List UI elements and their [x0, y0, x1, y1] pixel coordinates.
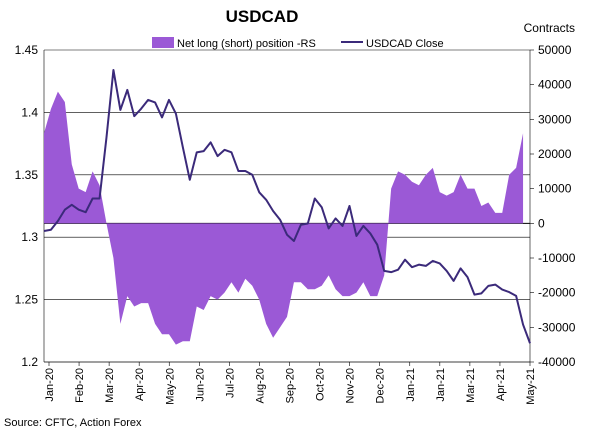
x-axis-ticks: Jan-20 Feb-20 Mar-20 Apr-20 May-20 Jun-20 Jul-… — [44, 362, 537, 405]
x-tick-label: Aug-20 — [254, 368, 266, 403]
x-tick-label: Jan-21 — [405, 368, 417, 402]
x-tick-label: Dec-20 — [375, 368, 387, 403]
left-tick-label: 1.25 — [15, 293, 39, 307]
right-tick-label: 10000 — [538, 182, 572, 196]
x-tick-label: Oct-20 — [315, 368, 327, 401]
left-tick-label: 1.4 — [21, 105, 38, 119]
right-tick-label: 30000 — [538, 112, 572, 126]
left-axis-ticks: 1.45 1.4 1.35 1.3 1.25 1.2 — [15, 43, 39, 369]
x-tick-label: Sep-20 — [285, 368, 297, 403]
x-tick-label: Apr-20 — [134, 368, 146, 401]
right-tick-label: 40000 — [538, 78, 572, 92]
area-layer — [44, 91, 524, 345]
usdcad-close-line — [43, 68, 531, 344]
right-tick-label: -20000 — [538, 286, 576, 300]
right-tick-label: -40000 — [538, 355, 576, 369]
x-tick-label: Jan-21 — [435, 368, 447, 402]
right-tick-label: 50000 — [538, 43, 572, 57]
right-tick-label: 20000 — [538, 147, 572, 161]
legend-area-swatch — [152, 37, 174, 48]
right-axis-label: Contracts — [524, 21, 575, 35]
x-tick-label: May-20 — [164, 368, 176, 405]
chart-title: USDCAD — [226, 7, 299, 26]
x-tick-label: Mar-20 — [104, 368, 116, 403]
x-tick-label: Jan-20 — [44, 368, 56, 402]
legend: Net long (short) position -RS USDCAD Clo… — [152, 37, 444, 50]
legend-line-label: USDCAD Close — [366, 38, 444, 50]
left-tick-label: 1.35 — [15, 168, 39, 182]
right-tick-label: 0 — [538, 216, 545, 230]
x-tick-label: Nov-20 — [345, 368, 357, 403]
x-tick-label: Apr-21 — [495, 368, 507, 401]
x-tick-label: Feb-20 — [74, 368, 86, 403]
right-axis-ticks: 50000 40000 30000 20000 10000 0 -10000 -20000 -3… — [530, 43, 576, 369]
line-layer — [43, 68, 531, 344]
right-tick-label: -10000 — [538, 251, 576, 265]
source-note: Source: CFTC, Action Forex — [4, 417, 142, 429]
left-tick-label: 1.3 — [21, 230, 38, 244]
x-tick-label: Mar-21 — [465, 368, 477, 403]
x-tick-label: Jun-20 — [194, 368, 206, 402]
x-tick-label: May-21 — [525, 368, 537, 405]
legend-area-label: Net long (short) position -RS — [177, 38, 316, 50]
left-tick-label: 1.45 — [15, 43, 39, 57]
x-tick-label: Jul-20 — [224, 368, 236, 398]
left-tick-label: 1.2 — [21, 355, 38, 369]
right-tick-label: -30000 — [538, 320, 576, 334]
net-position-area — [44, 91, 524, 345]
